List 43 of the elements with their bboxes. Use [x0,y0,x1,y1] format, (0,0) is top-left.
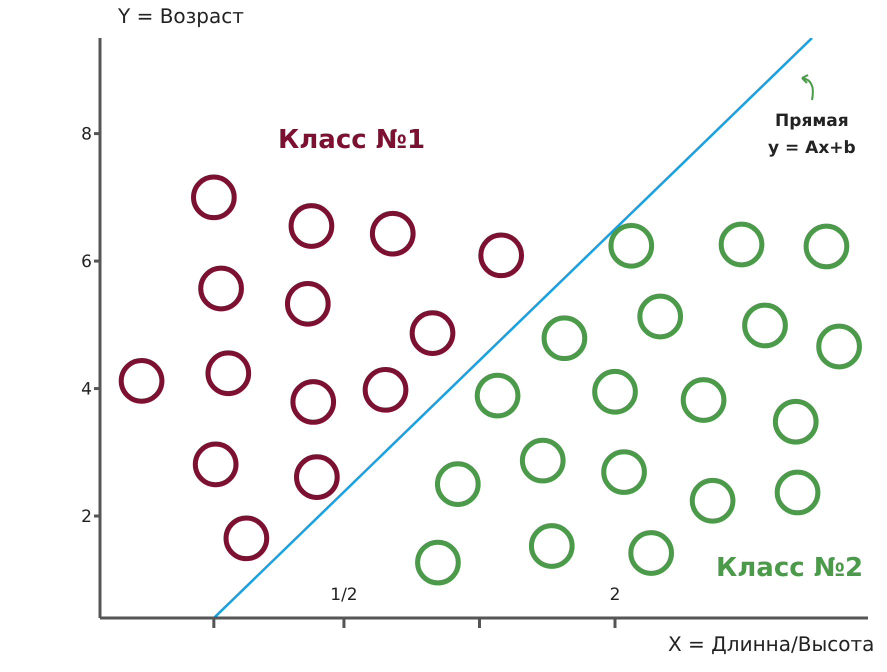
y-axis-title: Y = Возраст [118,4,244,28]
point [118,358,164,404]
annotation: Класс №2 [716,552,864,585]
x-tick-label: 1/2 [330,585,358,605]
point [690,478,736,524]
y-tick-label: 6 [81,252,92,272]
point [774,470,820,516]
point [608,222,654,269]
point [628,530,674,576]
point [191,174,237,220]
point [192,442,238,488]
point [288,203,334,249]
point [474,372,520,418]
point [718,222,764,268]
point [205,350,252,396]
point [637,294,684,340]
point [478,232,524,278]
annotation: Класс №1 [278,124,426,157]
point [198,266,244,312]
point [284,280,331,327]
point [542,315,588,361]
point [290,379,336,425]
point [528,523,575,569]
point [680,377,726,423]
point [294,454,340,500]
point [816,324,862,370]
point [601,449,647,495]
point [410,310,456,356]
point [804,224,850,270]
point [772,398,819,444]
point [520,438,566,484]
point [362,367,408,413]
y-tick-label: 8 [81,124,92,145]
point [415,540,461,586]
point [434,461,481,507]
point [224,516,270,562]
point [592,368,638,415]
y-tick-label: 2 [81,507,92,528]
point [742,302,788,348]
annotation: Прямая y = Ax+b [768,110,856,160]
point [370,210,416,256]
y-tick-label: 4 [81,380,92,400]
x-axis-title: X = Длинна/Высота [668,632,874,656]
